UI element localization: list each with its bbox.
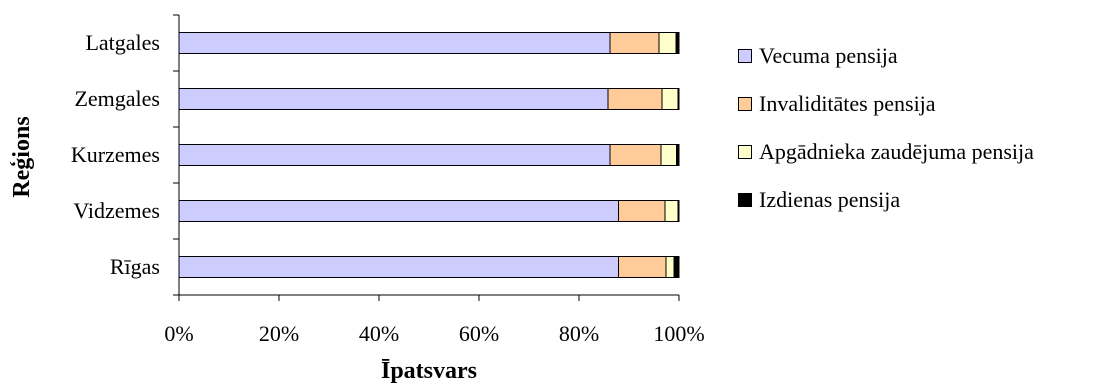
legend-label: Izdienas pensija: [759, 187, 901, 212]
axis-labels: 0% 20% 40% 60% 80% 100% Latgales Zemgales Kurzem…: [71, 30, 705, 346]
legend-item: Izdienas pensija: [738, 188, 1034, 212]
category-label: Latgales: [85, 30, 160, 55]
x-tick-label: 20%: [259, 321, 299, 346]
bar-segment: [661, 88, 679, 110]
bar-segment: [178, 144, 611, 166]
bar-segment: [676, 144, 680, 166]
bar-segment: [658, 32, 677, 54]
x-tick-label: 40%: [359, 321, 399, 346]
bars: [178, 32, 680, 278]
bar-segment: [665, 256, 675, 278]
bar-segment: [609, 32, 660, 54]
category-label: Kurzemes: [71, 142, 160, 167]
legend: Vecuma pensija Invaliditātes pensija Apgād…: [738, 44, 1034, 236]
y-axis-title: Reģions: [9, 116, 35, 197]
bar-segment: [609, 144, 662, 166]
legend-swatch: [738, 49, 752, 63]
bar-segment: [677, 200, 680, 222]
bar-segment: [607, 88, 663, 110]
bar-segment: [664, 200, 679, 222]
bar-segment: [660, 144, 677, 166]
bar-segment: [178, 88, 609, 110]
legend-item: Invaliditātes pensija: [738, 92, 1034, 116]
category-label: Zemgales: [74, 86, 160, 111]
legend-label: Apgādnieka zaudējuma pensija: [759, 139, 1034, 164]
bar-segment: [673, 256, 680, 278]
legend-item: Apgādnieka zaudējuma pensija: [738, 140, 1034, 164]
x-tick-label: 0%: [164, 321, 193, 346]
category-label: Rīgas: [110, 254, 160, 279]
x-tick-label: 80%: [559, 321, 599, 346]
bar-segment: [677, 88, 680, 110]
x-axis-title: Īpatsvars: [381, 358, 477, 383]
legend-swatch: [738, 193, 752, 207]
bar-segment: [178, 32, 611, 54]
x-tick-label: 100%: [653, 321, 704, 346]
bar-segment: [178, 200, 619, 222]
legend-swatch: [738, 97, 752, 111]
bar-segment: [618, 200, 666, 222]
legend-label: Invaliditātes pensija: [759, 91, 936, 116]
bar-segment: [675, 32, 680, 54]
category-label: Vidzemes: [73, 198, 160, 223]
bar-segment: [618, 256, 667, 278]
legend-label: Vecuma pensija: [759, 43, 898, 68]
x-tick-label: 60%: [459, 321, 499, 346]
bar-segment: [178, 256, 619, 278]
legend-item: Vecuma pensija: [738, 44, 1034, 68]
legend-swatch: [738, 145, 752, 159]
